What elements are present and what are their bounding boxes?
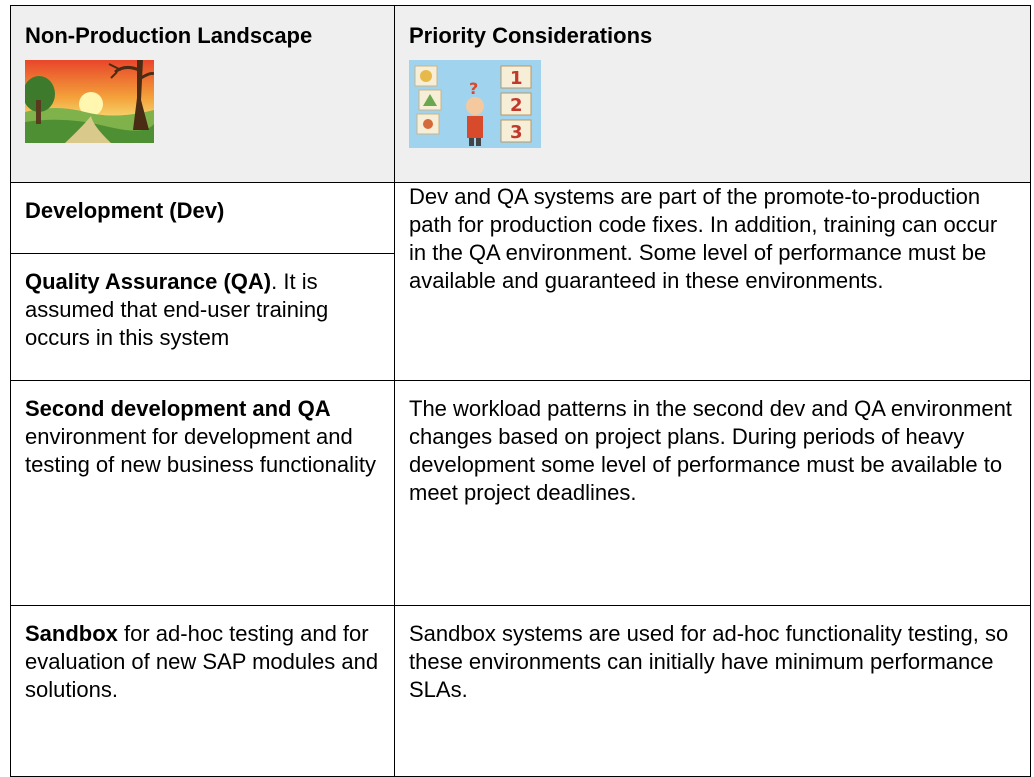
svg-text:1: 1 (510, 68, 523, 89)
landscape-illustration (25, 60, 154, 143)
second-dev-qa-cell: Second development and QA environment fo… (10, 380, 395, 606)
dev-qa-consideration: Dev and QA systems are part of the promo… (409, 184, 998, 293)
second-dev-qa-row: Second development and QA environment fo… (10, 380, 1031, 606)
header-priority-title: Priority Considerations (409, 23, 653, 48)
sandbox-row: Sandbox for ad-hoc testing and for evalu… (10, 605, 1031, 777)
qa-cell: Quality Assurance (QA). It is assumed th… (10, 253, 395, 381)
header-landscape-cell: Non-Production Landscape (10, 5, 395, 183)
second-dev-qa-consideration-cell: The workload patterns in the second dev … (394, 380, 1031, 606)
second-dev-qa-consideration: The workload patterns in the second dev … (409, 396, 1012, 505)
qa-title: Quality Assurance (QA) (25, 269, 272, 294)
dev-cell: Development (Dev) (10, 182, 395, 254)
sandbox-cell: Sandbox for ad-hoc testing and for evalu… (10, 605, 395, 777)
sandbox-title: Sandbox (25, 621, 118, 646)
svg-text:?: ? (469, 79, 478, 98)
svg-text:2: 2 (510, 95, 523, 116)
dev-qa-consideration-cell: Dev and QA systems are part of the promo… (394, 182, 1031, 381)
dev-title: Development (Dev) (25, 198, 225, 223)
sandbox-consideration-cell: Sandbox systems are used for ad-hoc func… (394, 605, 1031, 777)
priority-numbers-illustration: ? 1 2 3 (409, 60, 541, 148)
landscape-table: Non-Production Landscape (10, 5, 1031, 777)
sandbox-consideration: Sandbox systems are used for ad-hoc func… (409, 621, 1009, 702)
second-dev-qa-text: environment for development and testing … (25, 424, 376, 477)
svg-text:3: 3 (510, 122, 523, 143)
qa-row: Quality Assurance (QA). It is assumed th… (10, 253, 1031, 381)
second-dev-qa-title: Second development and QA (25, 396, 331, 421)
header-row: Non-Production Landscape (10, 5, 1031, 183)
sandbox-text: for ad-hoc testing and for evaluation of… (25, 621, 379, 702)
dev-row: Development (Dev) Dev and QA systems are… (10, 182, 1031, 381)
qa-text: . It is assumed that end-user training o… (25, 269, 329, 350)
header-priority-cell: Priority Considerations ? 1 2 3 (394, 5, 1031, 183)
header-landscape-title: Non-Production Landscape (25, 23, 313, 48)
